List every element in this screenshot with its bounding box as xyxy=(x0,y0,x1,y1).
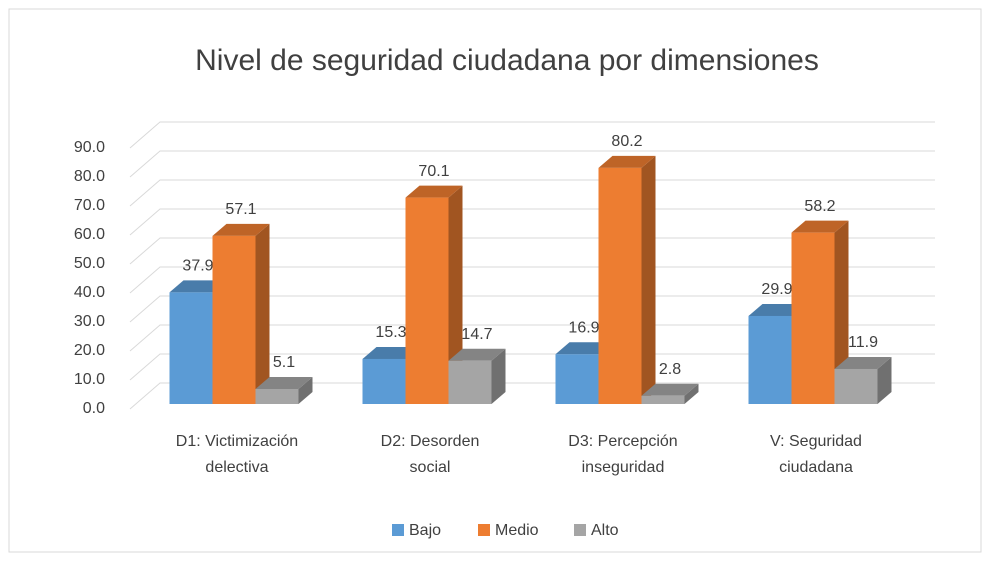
bar-top xyxy=(212,223,270,236)
legend-swatch xyxy=(392,524,404,536)
legend-label: Medio xyxy=(495,522,539,539)
bar xyxy=(791,232,835,404)
data-label: 11.9 xyxy=(848,334,878,351)
bar xyxy=(598,167,642,404)
bar xyxy=(641,395,685,404)
bar-top xyxy=(791,220,849,233)
bar-side xyxy=(834,220,849,404)
bar xyxy=(212,235,256,404)
legend-label: Alto xyxy=(591,522,619,539)
bar xyxy=(555,354,599,404)
bar xyxy=(362,358,406,404)
x-tick-label: V: Seguridad ciudadana xyxy=(770,433,862,476)
bar-side xyxy=(684,383,699,404)
bar-side xyxy=(641,155,656,404)
bar xyxy=(405,197,449,404)
bar-side xyxy=(448,185,463,404)
bar xyxy=(748,315,792,404)
bar-top xyxy=(598,155,656,168)
grid-line xyxy=(129,208,935,236)
data-label: 14.7 xyxy=(461,326,492,343)
y-tick-label: 30.0 xyxy=(74,313,105,330)
bar-side xyxy=(877,356,892,404)
bar-top xyxy=(255,376,313,389)
bar-top xyxy=(448,348,506,361)
y-tick-label: 50.0 xyxy=(74,255,105,272)
legend-label: Bajo xyxy=(409,522,441,539)
grid-line xyxy=(129,237,935,265)
bar-top xyxy=(641,383,699,396)
bar-top xyxy=(169,280,227,293)
grid-line xyxy=(129,150,935,178)
y-tick-label: 10.0 xyxy=(74,371,105,388)
grid-line xyxy=(129,382,935,410)
bar-side xyxy=(491,348,506,404)
x-tick-label: D3: Percepción inseguridad xyxy=(568,433,678,476)
bar xyxy=(255,388,299,404)
y-tick-label: 0.0 xyxy=(83,400,105,417)
y-tick-label: 60.0 xyxy=(74,226,105,243)
data-label: 57.1 xyxy=(225,201,256,218)
bar-top xyxy=(362,346,420,359)
bar-side xyxy=(298,376,313,404)
bar-top xyxy=(555,342,613,355)
chart-title: Nivel de seguridad ciudadana por dimensi… xyxy=(195,44,819,77)
y-tick-label: 80.0 xyxy=(74,168,105,185)
y-tick-label: 20.0 xyxy=(74,342,105,359)
data-label: 37.9 xyxy=(182,258,213,275)
data-label: 29.9 xyxy=(761,281,792,298)
bar-top xyxy=(834,356,892,369)
grid-line xyxy=(129,295,935,323)
x-tick-label: D2: Desorden social xyxy=(380,433,480,476)
bar xyxy=(448,360,492,404)
grid-line xyxy=(129,121,935,149)
y-tick-label: 40.0 xyxy=(74,284,105,301)
y-tick-label: 70.0 xyxy=(74,197,105,214)
data-label: 70.1 xyxy=(418,163,449,180)
grid-line xyxy=(129,179,935,207)
grid-line xyxy=(129,266,935,294)
grid-line xyxy=(129,324,935,352)
bar-side xyxy=(255,223,270,404)
data-label: 5.1 xyxy=(273,354,295,371)
grid-line xyxy=(129,353,935,381)
bar-top xyxy=(748,303,806,316)
data-label: 2.8 xyxy=(659,361,681,378)
bar xyxy=(834,368,878,404)
legend-swatch xyxy=(574,524,586,536)
bar-top xyxy=(405,185,463,198)
data-label: 80.2 xyxy=(611,133,642,150)
data-label: 16.9 xyxy=(568,319,599,336)
bar xyxy=(169,292,213,404)
legend-swatch xyxy=(478,524,490,536)
y-tick-label: 90.0 xyxy=(74,139,105,156)
chart-border xyxy=(8,8,982,553)
data-label: 15.3 xyxy=(375,324,406,341)
x-tick-label: D1: Victimización delectiva xyxy=(175,433,299,476)
data-label: 58.2 xyxy=(804,198,835,215)
